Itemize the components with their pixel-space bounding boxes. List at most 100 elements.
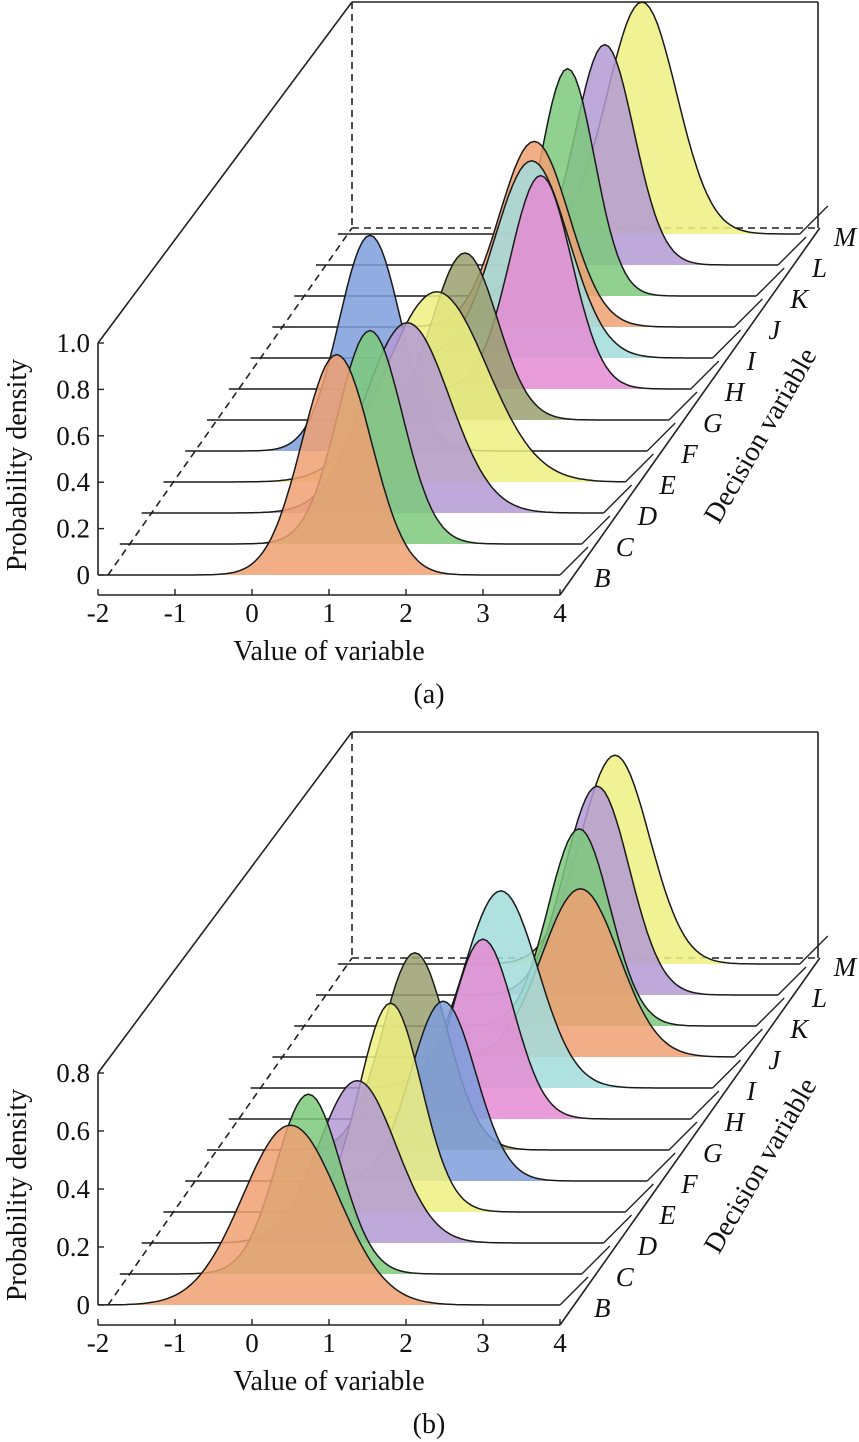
- ridge-line-B: [98, 1124, 560, 1306]
- category-label-J: J: [768, 315, 782, 345]
- ridge-edge-L: [777, 966, 807, 996]
- ridge-edge-F: [646, 422, 676, 452]
- y-tick-label: 0.6: [56, 1116, 90, 1146]
- category-label-F: F: [680, 1169, 698, 1199]
- ridge-fill-B: [98, 354, 560, 575]
- ridge-fill-B: [98, 1125, 560, 1305]
- y-tick-label: 0.8: [56, 1058, 90, 1088]
- y-axis-label: Probability density: [2, 359, 33, 571]
- depth-axis-line: [559, 227, 821, 596]
- category-label-C: C: [616, 532, 635, 562]
- ridge-edge-I: [712, 329, 742, 359]
- category-label-M: M: [833, 222, 858, 252]
- ridge-line-C: [119, 329, 582, 545]
- x-ticks: -2 -1 0 1 2 3 4: [87, 1319, 567, 1358]
- ridge-edge-H: [690, 1090, 720, 1120]
- depth-axis-line: [559, 957, 821, 1326]
- x-tick-label: 0: [245, 598, 259, 628]
- x-tick-label: 0: [245, 1328, 259, 1358]
- y-ticks: 0 0.2 0.4 0.6 0.8 1.0: [56, 328, 104, 590]
- ridge-edge-M: [799, 935, 829, 965]
- left-depth-dashed-line: [107, 957, 353, 1306]
- y-tick-label: 1.0: [56, 328, 90, 358]
- category-label-M: M: [833, 952, 858, 982]
- ridge-edge-F: [646, 1152, 676, 1182]
- ridge-edge-B: [559, 546, 589, 576]
- ridge-line-C: [119, 1093, 582, 1275]
- x-axis-label: Value of variable: [233, 636, 424, 667]
- category-label-J: J: [768, 1045, 782, 1075]
- x-ticks: -2 -1 0 1 2 3 4: [87, 589, 567, 628]
- ridge-line-B: [98, 353, 560, 576]
- panel-label: (a): [413, 679, 444, 710]
- category-label-F: F: [680, 439, 698, 469]
- category-label-L: L: [811, 253, 827, 283]
- ridge-edge-E: [624, 453, 654, 483]
- ridge-edge-D: [603, 1214, 633, 1244]
- x-tick-label: 2: [399, 1328, 413, 1358]
- y-tick-label: 0.2: [56, 514, 90, 544]
- category-label-L: L: [811, 983, 827, 1013]
- ridge-edge-J: [733, 298, 763, 328]
- y-tick-label: 0.6: [56, 421, 90, 451]
- ridge-edge-G: [668, 1121, 698, 1151]
- category-label-D: D: [637, 1231, 658, 1261]
- ridge-edge-C: [581, 515, 611, 545]
- ridge-fill-D: [141, 1080, 604, 1243]
- y-tick-label: 0: [77, 560, 91, 590]
- ridge-fill-M: [337, 2, 800, 234]
- top-diagonal-line: [97, 1, 353, 344]
- ridge-fill-J: [272, 888, 735, 1057]
- ridge-fill-E: [163, 1003, 626, 1212]
- x-tick-label: 3: [476, 598, 490, 628]
- ridge-edge-E: [624, 1183, 654, 1213]
- category-label-B: B: [594, 563, 611, 593]
- ridge-edge-K: [755, 997, 785, 1027]
- category-label-H: H: [724, 1107, 746, 1137]
- x-axis-label: Value of variable: [233, 1366, 424, 1397]
- x-tick-label: 1: [322, 1328, 336, 1358]
- panel-label: (b): [413, 1409, 446, 1440]
- left-depth-dashed-line: [107, 227, 353, 576]
- ridge-edge-C: [581, 1245, 611, 1275]
- y-tick-label: 0.2: [56, 1232, 90, 1262]
- category-label-E: E: [658, 1200, 676, 1230]
- ridge-edge-I: [712, 1059, 742, 1089]
- top-diagonal-line: [97, 731, 353, 1074]
- ridge-edge-B: [559, 1276, 589, 1306]
- x-tick-label: -2: [87, 1328, 110, 1358]
- x-tick-label: 4: [553, 1328, 567, 1358]
- y-tick-label: 0.4: [56, 1174, 90, 1204]
- ridge-edge-L: [777, 236, 807, 266]
- category-label-I: I: [746, 1076, 758, 1106]
- category-label-D: D: [637, 501, 658, 531]
- category-label-K: K: [789, 1014, 810, 1044]
- ridge-edge-G: [668, 391, 698, 421]
- x-tick-label: -1: [164, 598, 187, 628]
- ridges: [98, 1, 829, 576]
- x-tick-label: 2: [399, 598, 413, 628]
- x-tick-label: -1: [164, 1328, 187, 1358]
- x-tick-label: -2: [87, 598, 110, 628]
- y-tick-label: 0.8: [56, 374, 90, 404]
- y-axis-label: Probability density: [2, 1089, 33, 1301]
- category-label-G: G: [703, 408, 723, 438]
- ridges: [98, 754, 829, 1306]
- x-tick-label: 3: [476, 1328, 490, 1358]
- y-tick-label: 0.4: [56, 467, 90, 497]
- ridge-edge-M: [799, 205, 829, 235]
- ridge-edge-H: [690, 360, 720, 390]
- category-label-H: H: [724, 377, 746, 407]
- ridge-edge-D: [603, 484, 633, 514]
- ridge-edge-J: [733, 1028, 763, 1058]
- category-label-K: K: [789, 284, 810, 314]
- ridge-edge-K: [755, 267, 785, 297]
- category-label-G: G: [703, 1138, 723, 1168]
- category-label-C: C: [616, 1262, 635, 1292]
- y-ticks: 0 0.2 0.4 0.6 0.8: [56, 1058, 104, 1320]
